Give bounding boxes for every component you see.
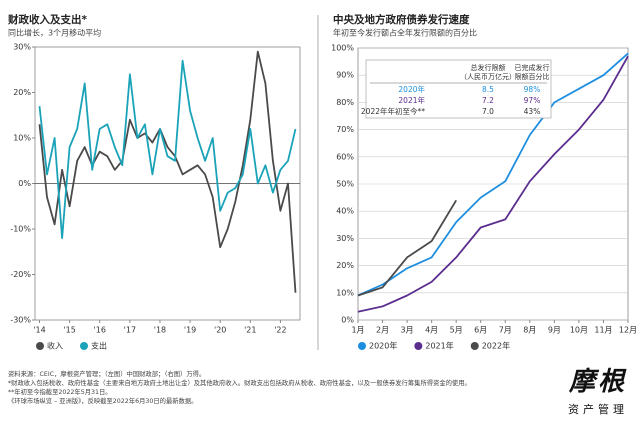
y-tick-label: 0% (341, 316, 354, 325)
table-cell: 2021年 (398, 95, 425, 105)
table-header: （人民币万亿元） (460, 72, 516, 81)
table-header: 已完成发行 (515, 63, 550, 72)
x-tick-label: 9月 (548, 326, 561, 335)
legend-swatch (470, 342, 479, 350)
table-cell: 7.0 (482, 107, 494, 116)
x-tick-label: '14 (33, 326, 45, 335)
legend-swatch (80, 342, 88, 350)
table-cell: 8.5 (482, 85, 494, 94)
table-cell: 98% (524, 85, 541, 94)
series-line (357, 199, 457, 297)
x-tick-label: '19 (184, 326, 196, 335)
x-tick-label: 8月 (523, 326, 536, 335)
y-tick-label: 50% (336, 180, 354, 189)
legend-label: 收入 (47, 341, 63, 351)
table-bg (365, 59, 552, 119)
table-cell: 97% (524, 96, 541, 105)
series-line (357, 52, 629, 297)
y-tick-label: -30% (10, 316, 31, 325)
footnote: *财政收入包括税收、政府性基金（主要来自地方政府土地出让金）及其他政府收入。财政… (8, 378, 471, 387)
y-tick-label: 30% (336, 234, 354, 243)
y-tick-label: 90% (336, 71, 354, 80)
table-header: 总发行限额 (471, 63, 506, 72)
y-tick-label: 20% (13, 88, 31, 97)
table-cell: 43% (524, 107, 541, 116)
series-line (38, 50, 297, 293)
x-tick-label: '17 (124, 326, 136, 335)
y-tick-label: 100% (331, 44, 354, 53)
x-tick-label: '15 (63, 326, 75, 335)
table-cell: 7.2 (482, 96, 494, 105)
y-tick-label: 10% (13, 134, 31, 143)
footnote: 《环球市场纵览 – 亚洲版》，反映截至2022年6月30日的最新数据。 (8, 396, 197, 405)
x-tick-label: 10月 (570, 326, 588, 335)
footnote: **年初至今指截至2022年5月31日。 (8, 387, 112, 396)
logo: 摩根 (568, 367, 627, 397)
y-tick-label: 0% (18, 179, 31, 188)
y-tick-label: 10% (336, 288, 354, 297)
legend-label: 2020年 (369, 341, 397, 351)
legend-label: 2021年 (425, 341, 453, 351)
series-line (38, 59, 297, 239)
legend-swatch (358, 342, 366, 350)
y-tick-label: 30% (13, 43, 31, 52)
legend-label: 2022年 (482, 341, 510, 351)
x-tick-label: '20 (214, 326, 226, 335)
x-tick-label: 4月 (425, 326, 438, 335)
y-tick-label: -20% (10, 270, 31, 279)
x-tick-label: 7月 (499, 326, 512, 335)
footnote: 资料来源：CEIC，摩根资产管理；（左图）中国财政部；（右图）万得。 (8, 369, 205, 378)
right-subtitle: 年初至今发行额占全年发行限额的百分比 (333, 28, 477, 38)
y-tick-label: 70% (336, 125, 354, 134)
table-cell: 2022年年初至今** (361, 106, 425, 116)
x-tick-label: '22 (274, 326, 286, 335)
x-tick-label: 2月 (376, 326, 389, 335)
logo-sub: 资产管理 (568, 402, 628, 416)
y-tick-label: -10% (10, 225, 31, 234)
x-tick-label: '16 (94, 326, 106, 335)
y-tick-label: 60% (336, 152, 354, 161)
y-tick-label: 80% (336, 98, 354, 107)
legend-swatch (414, 342, 423, 350)
series-line (357, 55, 629, 313)
x-tick-label: 3月 (401, 326, 414, 335)
right-title: 中央及地方政府债券发行速度 (333, 13, 470, 26)
x-tick-label: 5月 (450, 326, 463, 335)
table-cell: 2020年 (398, 84, 425, 94)
y-tick-label: 20% (336, 261, 354, 270)
x-tick-label: '21 (244, 326, 256, 335)
y-tick-label: 40% (336, 207, 354, 216)
x-tick-label: '18 (154, 326, 166, 335)
x-tick-label: 1月 (351, 326, 364, 335)
x-tick-label: 12月 (619, 326, 637, 335)
legend-label: 支出 (91, 341, 107, 351)
x-tick-label: 6月 (474, 326, 487, 335)
left-subtitle: 同比增长，3个月移动平均 (8, 28, 101, 38)
legend-swatch (36, 342, 44, 350)
table-header: 限额百分比 (515, 72, 550, 81)
left-title: 财政收入及支出* (7, 13, 87, 26)
x-tick-label: 11月 (594, 326, 612, 335)
